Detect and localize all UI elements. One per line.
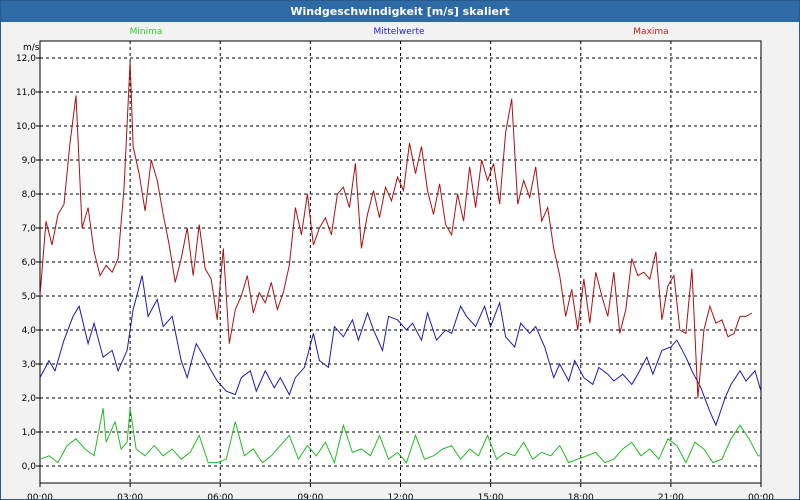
series-line-maxima	[39, 61, 753, 399]
y-tick-label: 10,0	[16, 122, 36, 132]
y-tick-label: 2,0	[22, 394, 37, 404]
y-tick-label: 11,0	[16, 88, 36, 98]
y-tick-label: 0,0	[22, 462, 37, 472]
x-tick-time: 09:00	[297, 493, 323, 499]
y-tick-label: 6,0	[22, 258, 37, 268]
y-tick-label: 9,0	[22, 156, 37, 166]
y-tick-label: 12,0	[16, 54, 36, 64]
x-tick-time: 00:00	[27, 493, 53, 499]
legend-minima: Minima	[130, 27, 163, 37]
legend-maxima: Maxima	[633, 27, 668, 37]
chart-title: Windgeschwindigkeit [m/s] skaliert	[1, 1, 799, 22]
x-tick-time: 21:00	[658, 493, 684, 499]
x-tick-time: 06:00	[207, 493, 233, 499]
x-tick-time: 18:00	[568, 493, 594, 499]
y-tick-label: 4,0	[22, 326, 37, 336]
wind-speed-chart: 0,0 1,0 2,0 3,0 4,0 5,0 6,0 7,0 8,0 9,0 10,0 11,0 12…	[16, 27, 774, 499]
series-line-minima	[39, 408, 761, 465]
y-tick-label: 7,0	[22, 224, 37, 234]
y-tick-label: 3,0	[22, 360, 37, 370]
y-axis-unit: m/s	[23, 43, 40, 53]
y-tick-label: 1,0	[22, 428, 37, 438]
x-tick-time: 15:00	[478, 493, 504, 499]
legend: Minima Mittelwerte Maxima	[130, 27, 669, 37]
legend-mittelwerte: Mittelwerte	[373, 27, 424, 37]
series-lines	[39, 61, 762, 465]
x-tick-time: 12:00	[388, 493, 414, 499]
y-tick-label: 5,0	[22, 292, 37, 302]
x-tick-time: 00:00	[748, 493, 774, 499]
y-axis-labels: 0,0 1,0 2,0 3,0 4,0 5,0 6,0 7,0 8,0 9,0 10,0 11,0 12…	[16, 54, 36, 472]
grid-lines	[36, 41, 762, 487]
y-tick-label: 8,0	[22, 190, 37, 200]
x-axis-labels: 00:0024.09.2003:0024.09.2006:0024.09.200…	[27, 493, 774, 499]
x-tick-time: 03:00	[117, 493, 143, 499]
series-line-mittelwerte	[39, 275, 762, 427]
